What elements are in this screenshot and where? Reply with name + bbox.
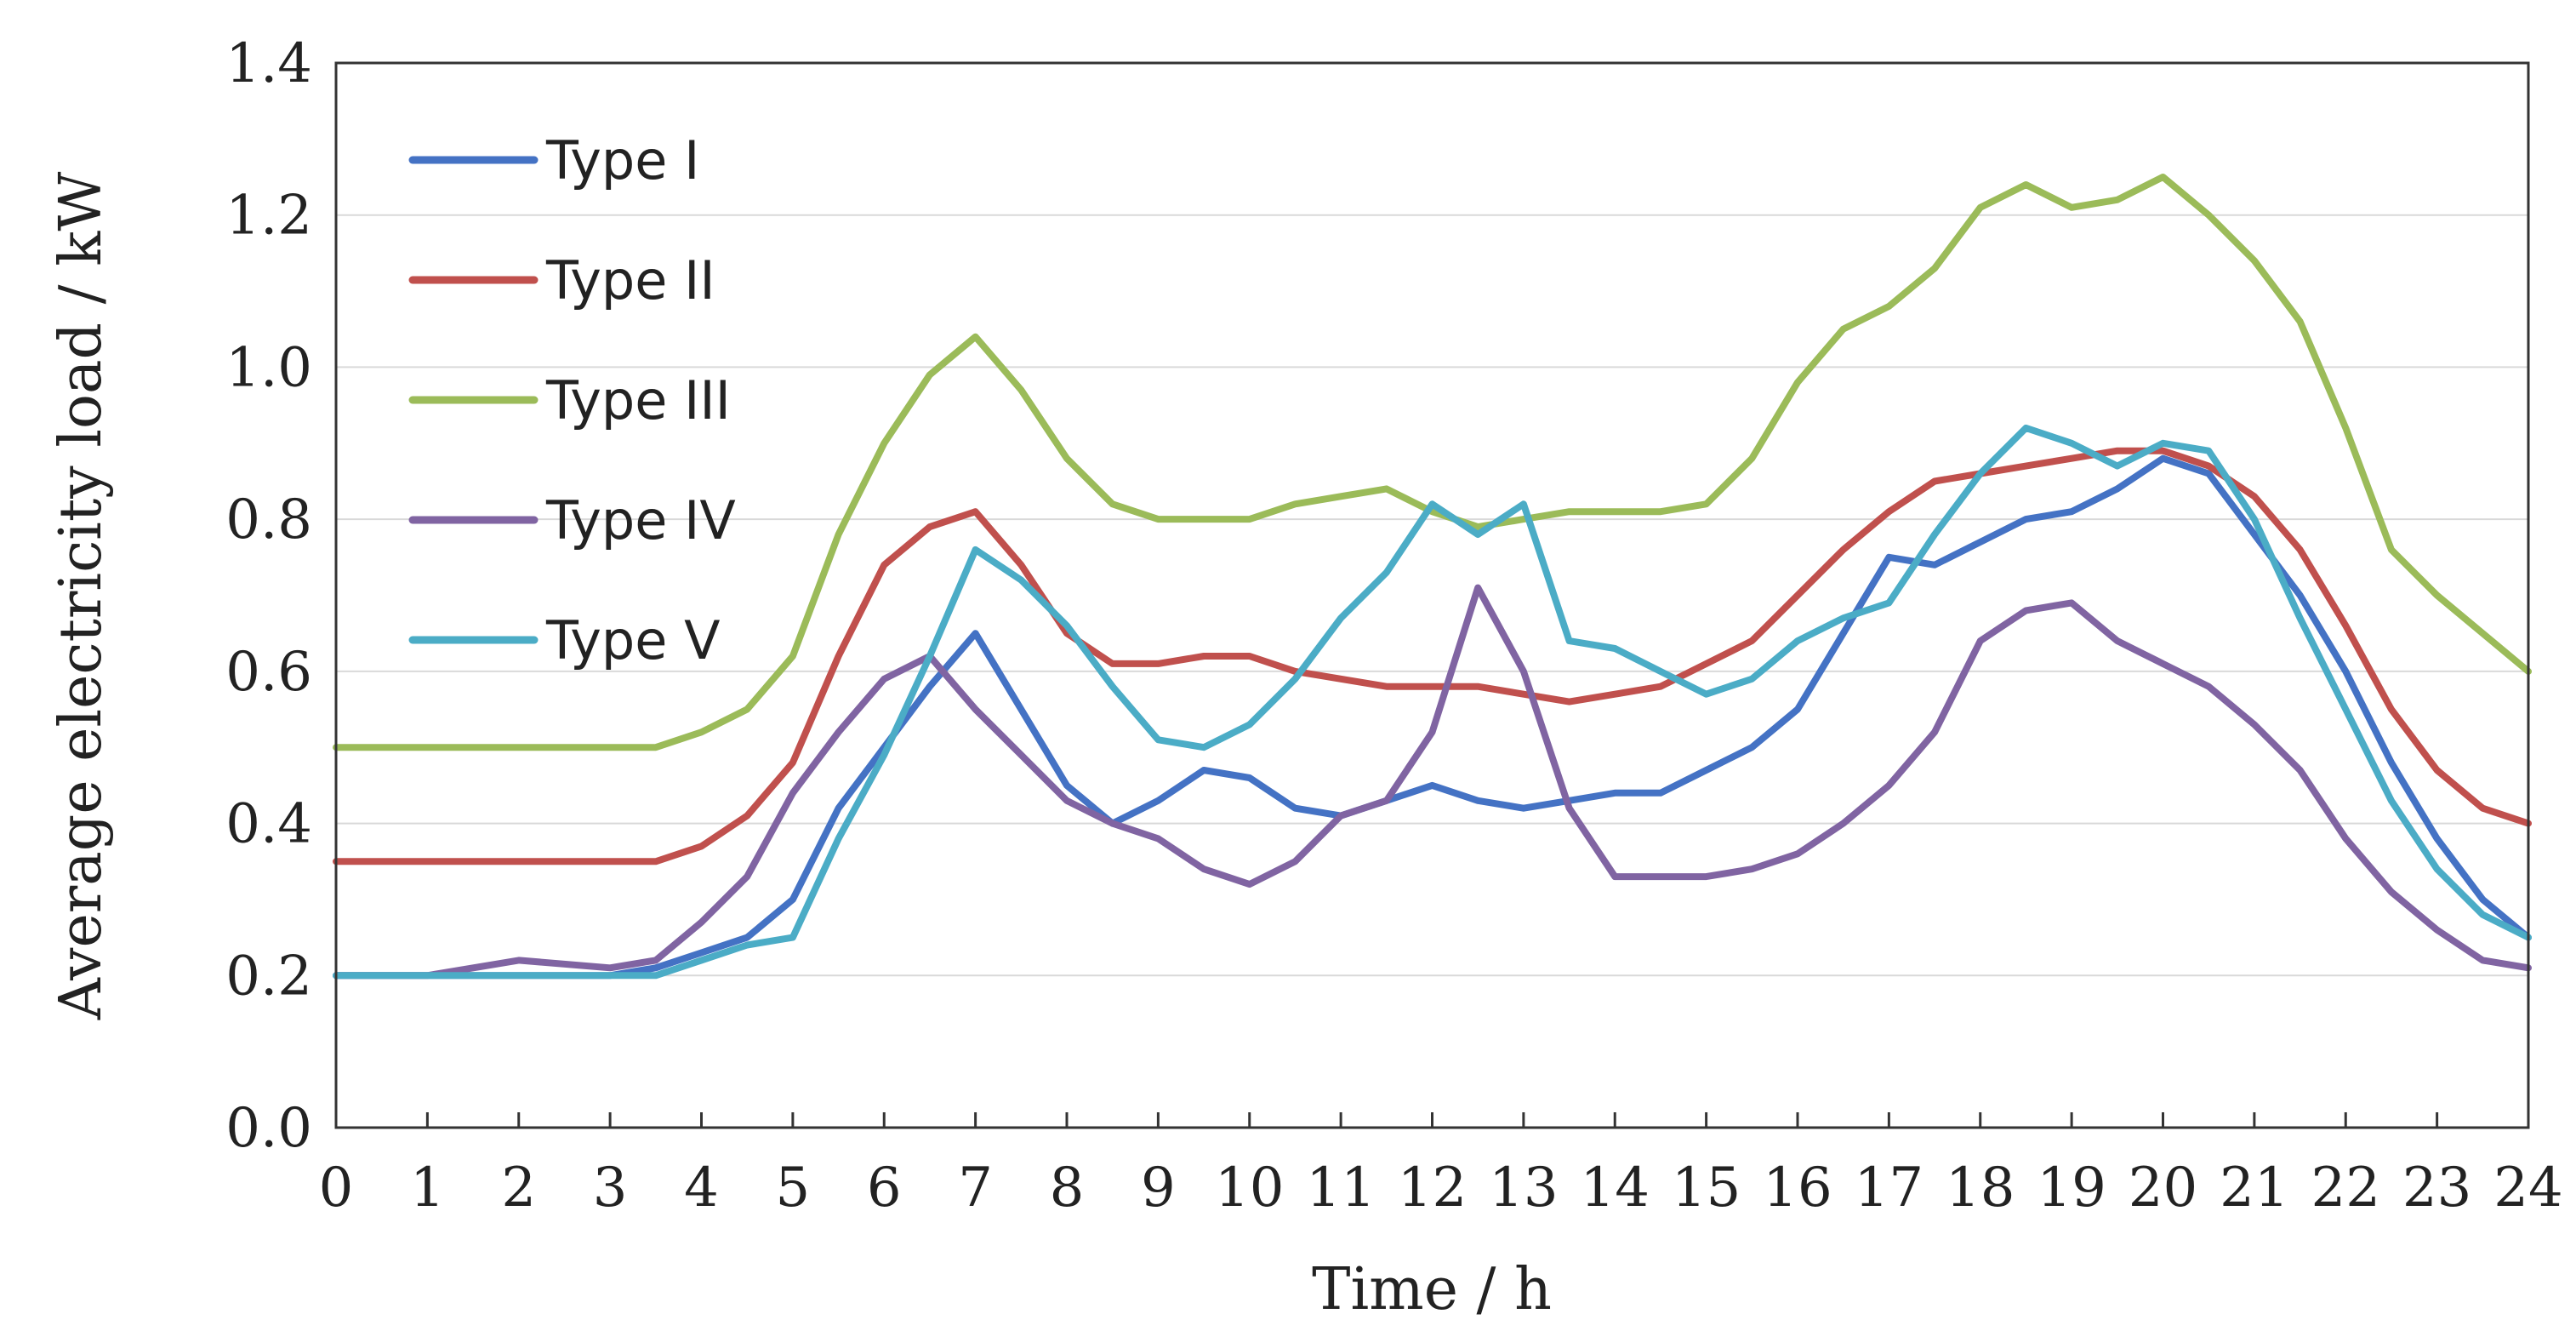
x-tick-label: 19 (2037, 1157, 2106, 1220)
x-tick-label: 8 (1050, 1157, 1085, 1220)
x-tick-label: 3 (593, 1157, 628, 1220)
x-axis-ticks: 0 1 2 3 4 5 6 7 8 9 10 11 12 13 14 15 16 17 18 19 20 21 22 23 24 (319, 1112, 2563, 1220)
y-tick-label: 1.4 (225, 32, 312, 95)
x-tick-label: 22 (2311, 1157, 2380, 1220)
y-axis-title: Average electricity load / kW (48, 172, 115, 1021)
x-tick-label: 20 (2129, 1157, 2197, 1220)
legend-label-type-1: Type I (545, 129, 699, 191)
y-tick-label: 0.0 (225, 1097, 312, 1160)
grid-lines (336, 214, 2528, 977)
x-tick-label: 21 (2220, 1157, 2288, 1220)
series-line-type-4 (333, 584, 2532, 980)
x-tick-label: 24 (2493, 1157, 2562, 1220)
series-line-type-2 (333, 447, 2532, 865)
x-tick-label: 10 (1215, 1157, 1284, 1220)
x-tick-label: 6 (867, 1157, 902, 1220)
legend-label-type-2: Type II (545, 249, 715, 311)
x-tick-label: 15 (1672, 1157, 1741, 1220)
x-tick-label: 14 (1581, 1157, 1650, 1220)
x-tick-label: 9 (1141, 1157, 1176, 1220)
x-axis-title: Time / h (1312, 1256, 1552, 1323)
series-line-type-1 (333, 454, 2532, 980)
x-tick-label: 16 (1763, 1157, 1832, 1220)
y-axis-ticks: 0.0 0.2 0.4 0.6 0.8 1.0 1.2 1.4 (225, 32, 312, 1160)
y-tick-label: 0.4 (225, 793, 312, 856)
series-group (333, 174, 2532, 980)
x-tick-label: 12 (1398, 1157, 1467, 1220)
x-tick-label: 7 (958, 1157, 993, 1220)
y-tick-label: 0.6 (225, 641, 312, 704)
legend-label-type-4: Type IV (545, 489, 736, 551)
x-tick-label: 17 (1855, 1157, 1923, 1220)
x-tick-label: 2 (501, 1157, 536, 1220)
legend-label-type-5: Type V (545, 609, 721, 671)
y-tick-label: 0.2 (225, 945, 312, 1008)
series-line-type-5 (333, 424, 2532, 980)
x-tick-label: 13 (1489, 1157, 1558, 1220)
legend: Type I Type II Type III Type IV Type V (408, 129, 736, 671)
y-tick-label: 1.2 (225, 185, 312, 248)
y-tick-label: 1.0 (225, 336, 312, 399)
x-tick-label: 5 (776, 1157, 811, 1220)
y-tick-label: 0.8 (225, 488, 312, 551)
x-tick-label: 4 (684, 1157, 719, 1220)
x-tick-label: 1 (410, 1157, 445, 1220)
x-tick-label: 0 (319, 1157, 354, 1220)
x-tick-label: 23 (2402, 1157, 2471, 1220)
legend-label-type-3: Type III (545, 369, 731, 431)
x-tick-label: 11 (1306, 1157, 1375, 1220)
x-tick-label: 18 (1946, 1157, 2015, 1220)
